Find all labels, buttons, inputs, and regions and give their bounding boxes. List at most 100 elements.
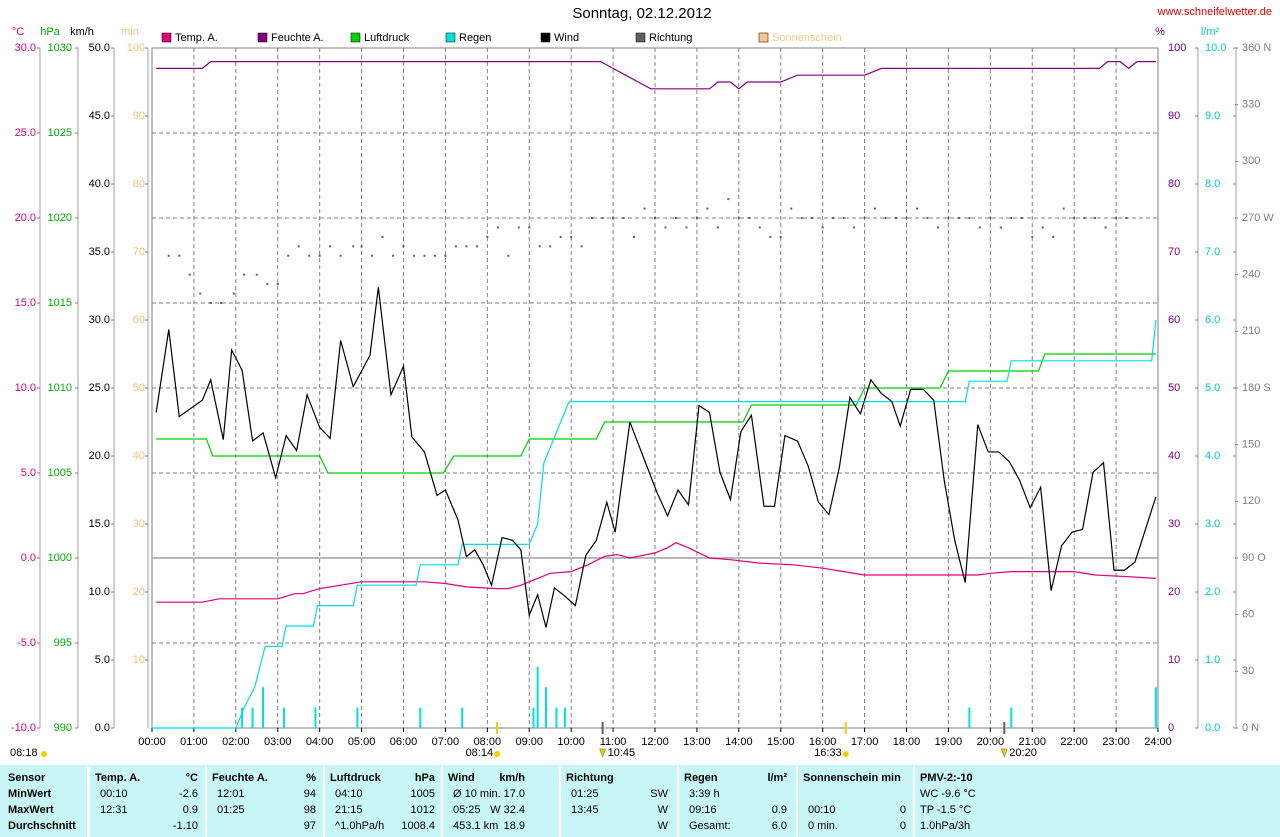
y-tick-label: 995 xyxy=(54,637,72,649)
x-tick-label: 14:00 xyxy=(725,736,753,748)
direction-dot xyxy=(255,273,258,276)
cell-right: 1012 xyxy=(411,804,435,816)
group-unit: °C xyxy=(186,772,198,784)
legend-swatch xyxy=(257,32,268,43)
direction-dot xyxy=(308,254,311,257)
direction-dot xyxy=(800,217,803,219)
cell-left: Gesamt: xyxy=(689,820,731,832)
direction-dot xyxy=(371,254,374,257)
x-tick-label: 03:00 xyxy=(264,736,292,748)
rain-bar xyxy=(545,687,548,728)
direction-dot xyxy=(465,245,468,248)
cell-right: 0 xyxy=(900,804,906,816)
series-line xyxy=(156,353,1156,474)
direction-dot xyxy=(706,207,709,210)
cell-right: 18.9 xyxy=(504,820,525,832)
rain-bar xyxy=(555,707,558,728)
cell-right: -1.10 xyxy=(173,820,198,832)
x-tick-label: 13:00 xyxy=(683,736,711,748)
direction-dot xyxy=(832,217,835,219)
direction-dot xyxy=(905,217,908,219)
x-tick-label: 00:00 xyxy=(138,736,166,748)
cell-right: W 32.4 xyxy=(490,804,525,816)
sun-time: 16:33 xyxy=(814,747,842,759)
y-tick-label: -5.0 xyxy=(17,637,36,649)
direction-dot xyxy=(580,245,583,248)
y-tick-label: 45.0 xyxy=(89,110,110,122)
cell-right: 17.0 xyxy=(504,788,525,800)
direction-dot xyxy=(496,226,499,229)
rain-bar xyxy=(314,707,317,728)
direction-dot xyxy=(402,245,405,248)
direction-dot xyxy=(612,217,615,219)
cell-right: 6.0 xyxy=(772,820,787,832)
direction-dot xyxy=(737,217,740,219)
legend-swatch xyxy=(540,32,551,43)
direction-dot xyxy=(727,198,730,201)
rain-bar xyxy=(251,707,254,728)
direction-dot xyxy=(329,245,332,248)
x-tick-label: 15:00 xyxy=(767,736,795,748)
moon-time: 10:45 xyxy=(608,747,636,759)
direction-dot xyxy=(1031,235,1034,238)
direction-dot xyxy=(433,254,436,257)
cell-left: 21:15 xyxy=(335,804,363,816)
group-unit: km/h xyxy=(499,772,525,784)
x-tick-label: 16:00 xyxy=(809,736,837,748)
row-label: MaxWert xyxy=(8,804,54,816)
x-tick-label: 10:00 xyxy=(557,736,585,748)
direction-dot xyxy=(266,283,269,286)
legend-label: Richtung xyxy=(649,32,692,44)
direction-dot xyxy=(1052,235,1055,238)
y-tick-label: 40 xyxy=(1168,450,1180,462)
cell-left: 0 min. xyxy=(808,820,838,832)
cell-left: Ø 10 min. xyxy=(453,788,501,800)
direction-dot xyxy=(570,235,573,238)
sun-icon xyxy=(842,751,849,757)
direction-dot xyxy=(1041,226,1044,229)
direction-dot xyxy=(360,245,363,248)
direction-dot xyxy=(716,226,719,229)
y-tick-label: 1010 xyxy=(48,382,72,394)
y-tick-label: 270 W xyxy=(1242,212,1274,224)
direction-dot xyxy=(884,217,887,219)
rain-bar xyxy=(283,707,286,728)
y-tick-label: 100 xyxy=(127,42,145,54)
direction-dot xyxy=(559,235,562,238)
direction-dot xyxy=(1125,217,1128,219)
legend-swatch xyxy=(635,32,646,43)
x-tick-label: 06:00 xyxy=(390,736,418,748)
y-tick-label: 2.0 xyxy=(1205,586,1220,598)
direction-dot xyxy=(1010,217,1013,219)
direction-dot xyxy=(769,235,772,238)
cell-left: 00:10 xyxy=(808,804,836,816)
stats-table: Sensor MinWert MaxWert Durchschnitt Temp. A.… xyxy=(8,767,976,837)
direction-dot xyxy=(999,226,1002,229)
axis-unit: % xyxy=(1155,26,1165,38)
group-unit: l/m² xyxy=(767,772,787,784)
cell-left: 04:10 xyxy=(335,788,363,800)
rain-bar xyxy=(461,707,464,728)
legend-swatch xyxy=(758,32,769,43)
y-tick-label: 30 xyxy=(133,518,145,530)
axis-unit: km/h xyxy=(70,26,94,38)
cell-left: 09:16 xyxy=(689,804,717,816)
direction-dot xyxy=(517,226,520,229)
direction-dot xyxy=(695,217,698,219)
group-unit: hPa xyxy=(415,772,436,784)
direction-dot xyxy=(220,302,223,304)
direction-dot xyxy=(232,292,235,295)
cell-left: 00:10 xyxy=(100,788,128,800)
direction-dot xyxy=(790,207,793,210)
y-tick-label: 20 xyxy=(1168,586,1180,598)
x-tick-label: 20:00 xyxy=(977,736,1005,748)
legend-swatch xyxy=(161,32,172,43)
y-tick-label: 0 N xyxy=(1242,722,1259,734)
moon-icon xyxy=(1000,748,1008,758)
x-tick-label: 01:00 xyxy=(180,736,208,748)
direction-dot xyxy=(1115,217,1118,219)
direction-dot xyxy=(209,302,212,304)
row-label: MinWert xyxy=(8,788,52,800)
y-tick-label: 150 xyxy=(1242,439,1260,451)
direction-dot xyxy=(412,254,415,257)
